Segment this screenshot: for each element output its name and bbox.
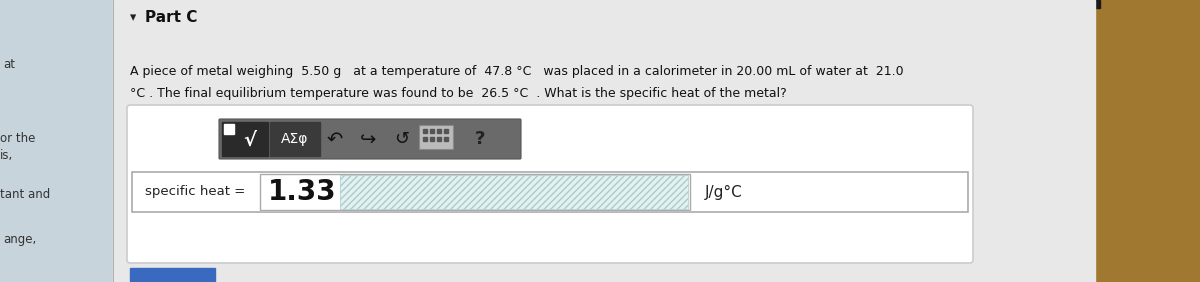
- FancyBboxPatch shape: [220, 119, 521, 159]
- Text: is,: is,: [0, 149, 13, 162]
- Text: °C . The final equilibrium temperature was found to be  26.5 °C  . What is the s: °C . The final equilibrium temperature w…: [130, 87, 787, 100]
- Text: A piece of metal weighing  5.50 g   at a temperature of  47.8 °C   was placed in: A piece of metal weighing 5.50 g at a te…: [130, 65, 904, 78]
- Text: ↶: ↶: [326, 129, 343, 149]
- Bar: [424, 129, 427, 133]
- Text: √: √: [244, 131, 257, 149]
- Text: ΑΣφ: ΑΣφ: [281, 132, 308, 146]
- Text: J/g°C: J/g°C: [706, 184, 743, 199]
- Text: or the: or the: [0, 131, 35, 144]
- Bar: [260, 174, 690, 210]
- Bar: [113, 0, 1096, 282]
- Text: tant and: tant and: [0, 188, 50, 202]
- Text: specific heat =: specific heat =: [145, 186, 250, 199]
- Bar: [1090, 0, 1100, 8]
- Text: ↪: ↪: [360, 129, 376, 149]
- Bar: [270, 122, 320, 156]
- Bar: [130, 268, 215, 282]
- Text: at: at: [2, 58, 14, 72]
- FancyBboxPatch shape: [127, 105, 973, 263]
- Bar: [437, 137, 442, 141]
- Text: ?: ?: [475, 130, 485, 148]
- Bar: [424, 137, 427, 141]
- Text: Part C: Part C: [145, 10, 197, 25]
- Bar: [224, 124, 234, 134]
- Bar: [260, 174, 690, 210]
- Text: ↺: ↺: [395, 130, 409, 148]
- Text: ange,: ange,: [2, 233, 36, 246]
- Bar: [437, 129, 442, 133]
- Bar: [444, 129, 448, 133]
- Text: ▾: ▾: [130, 12, 137, 25]
- FancyBboxPatch shape: [132, 172, 968, 212]
- Bar: [340, 175, 688, 209]
- Text: 1.33: 1.33: [268, 178, 337, 206]
- Bar: [222, 122, 268, 156]
- Bar: [430, 137, 434, 141]
- Bar: [340, 175, 688, 209]
- FancyBboxPatch shape: [419, 125, 454, 149]
- Bar: [430, 129, 434, 133]
- Bar: [1096, 0, 1200, 282]
- Bar: [444, 137, 448, 141]
